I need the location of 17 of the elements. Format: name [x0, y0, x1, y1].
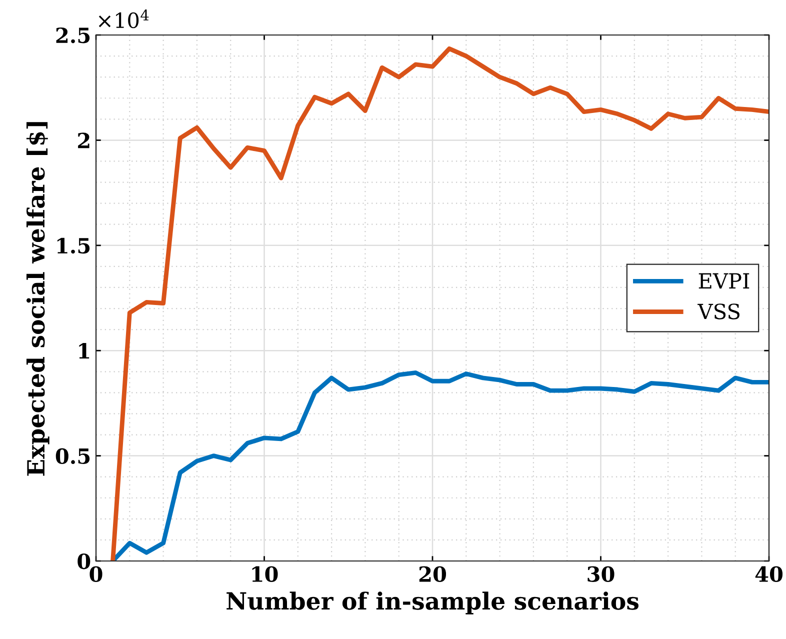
- y-tick-label: 0: [78, 553, 90, 570]
- line-series: [110, 46, 769, 561]
- y-tick-label: 0.5: [56, 448, 90, 464]
- x-axis-title: Number of in-sample scenarios: [226, 592, 638, 614]
- x-tick-label: 40: [755, 566, 783, 582]
- y-tick-label: 2.5: [56, 27, 90, 44]
- x-tick-label: 10: [252, 566, 278, 582]
- x-tick-label: 30: [588, 566, 614, 582]
- y-axis-title: Expected social welfare [$]: [26, 122, 50, 476]
- y-tick-label: 1.5: [57, 238, 90, 254]
- legend-label: EVPI: [698, 273, 750, 288]
- legend-label: VSS: [698, 304, 740, 320]
- y-tick-label: 2: [78, 132, 90, 148]
- y-tick-label: 1: [79, 343, 90, 359]
- x-tick-label: 0: [90, 566, 102, 582]
- text: ×10$^{4}$: [98, 9, 149, 28]
- x-tick-label: 20: [419, 566, 446, 582]
